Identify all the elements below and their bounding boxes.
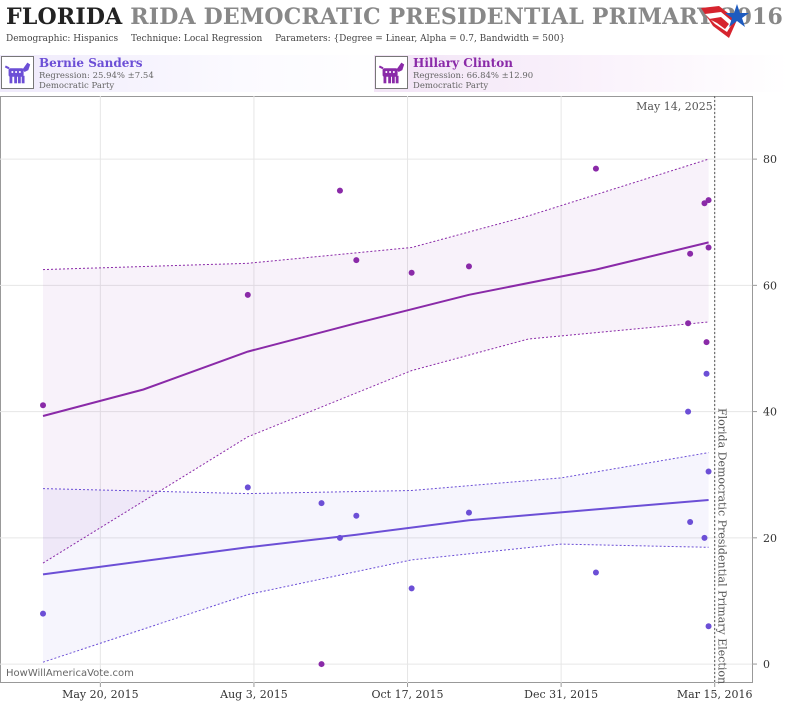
- y-tick-label: 80: [763, 153, 777, 166]
- candidate-card-clinton: Hillary Clinton Regression: 66.84% ±12.9…: [374, 55, 789, 92]
- upper-confidence-line: [42, 452, 709, 495]
- x-tick-label: Oct 17, 2015: [371, 688, 443, 701]
- poll-data-point: [687, 519, 694, 526]
- header: FLORIDA RIDA DEMOCRATIC PRESIDENTIAL PRI…: [0, 0, 789, 52]
- y-tick-label: 0: [763, 658, 770, 671]
- y-tick-label: 20: [763, 532, 777, 545]
- confidence-band: [43, 159, 709, 564]
- candidate-name: Bernie Sanders: [39, 56, 143, 70]
- poll-data-point: [353, 257, 360, 264]
- poll-data-point: [465, 263, 472, 270]
- poll-data-point: [244, 484, 251, 491]
- election-label: Florida Democratic Presidential Primary …: [716, 408, 729, 684]
- poll-data-point: [318, 500, 325, 507]
- x-tick-label: Aug 3, 2015: [219, 688, 288, 701]
- upper-confidence-line: [42, 158, 709, 271]
- poll-data-point: [685, 408, 692, 415]
- confidence-band: [43, 452, 709, 663]
- poll-data-point: [336, 187, 343, 194]
- regression-trend-line: [42, 241, 709, 417]
- poll-data-point: [705, 244, 712, 251]
- democratic-donkey-icon: [375, 56, 408, 89]
- candidate-name: Hillary Clinton: [413, 56, 513, 70]
- candidate-regression: Regression: 66.84% ±12.90: [413, 71, 534, 81]
- regression-trend-line: [42, 499, 709, 576]
- technique-label: Technique: Local Regression: [130, 34, 263, 44]
- candidate-party: Democratic Party: [39, 81, 115, 91]
- poll-data-point: [336, 534, 343, 541]
- poll-data-point: [701, 534, 708, 541]
- poll-data-point: [705, 623, 712, 630]
- candidate-card-sanders: Bernie Sanders Regression: 25.94% ±7.54 …: [0, 55, 400, 92]
- poll-data-point: [353, 512, 360, 519]
- poll-data-point: [408, 585, 415, 592]
- poll-data-point: [685, 320, 692, 327]
- poll-data-point: [40, 402, 47, 409]
- x-tick-label: Mar 15, 2016: [677, 688, 753, 701]
- parameters-line: Demographic: Hispanics Technique: Local …: [6, 34, 575, 44]
- candidate-regression: Regression: 25.94% ±7.54: [39, 71, 154, 81]
- y-tick-label: 60: [763, 279, 777, 292]
- x-tick-label: Dec 31, 2015: [524, 688, 598, 701]
- poll-data-point: [40, 610, 47, 617]
- site-watermark: HowWillAmericaVote.com: [6, 668, 134, 679]
- poll-data-point: [592, 165, 599, 172]
- poll-data-point: [687, 250, 694, 257]
- democratic-donkey-icon: [1, 56, 34, 89]
- poll-data-point: [705, 197, 712, 204]
- page-title: FLORIDA RIDA DEMOCRATIC PRESIDENTIAL PRI…: [6, 4, 783, 30]
- site-logo-icon: [701, 4, 749, 38]
- title-election-name: RIDA DEMOCRATIC PRESIDENTIAL PRIMARY 201…: [130, 4, 783, 30]
- candidate-party: Democratic Party: [413, 81, 489, 91]
- poll-data-point: [705, 468, 712, 475]
- title-state-abbr: FLORIDA: [6, 4, 123, 30]
- x-tick-label: May 20, 2015: [62, 688, 139, 701]
- poll-data-point: [318, 661, 325, 668]
- poll-data-point: [465, 509, 472, 516]
- poll-data-point: [592, 569, 599, 576]
- lower-confidence-line: [42, 321, 709, 564]
- poll-data-point: [244, 291, 251, 298]
- poll-data-point: [701, 200, 708, 207]
- poll-data-point: [703, 370, 710, 377]
- current-date-label: May 14, 2025: [636, 100, 713, 113]
- plot-frame: [0, 96, 753, 683]
- poll-data-point: [408, 269, 415, 276]
- parameters-label: Parameters: {Degree = Linear, Alpha = 0.…: [275, 34, 566, 44]
- demographic-label: Demographic: Hispanics: [6, 34, 119, 44]
- y-tick-label: 40: [763, 406, 777, 419]
- poll-data-point: [703, 339, 710, 346]
